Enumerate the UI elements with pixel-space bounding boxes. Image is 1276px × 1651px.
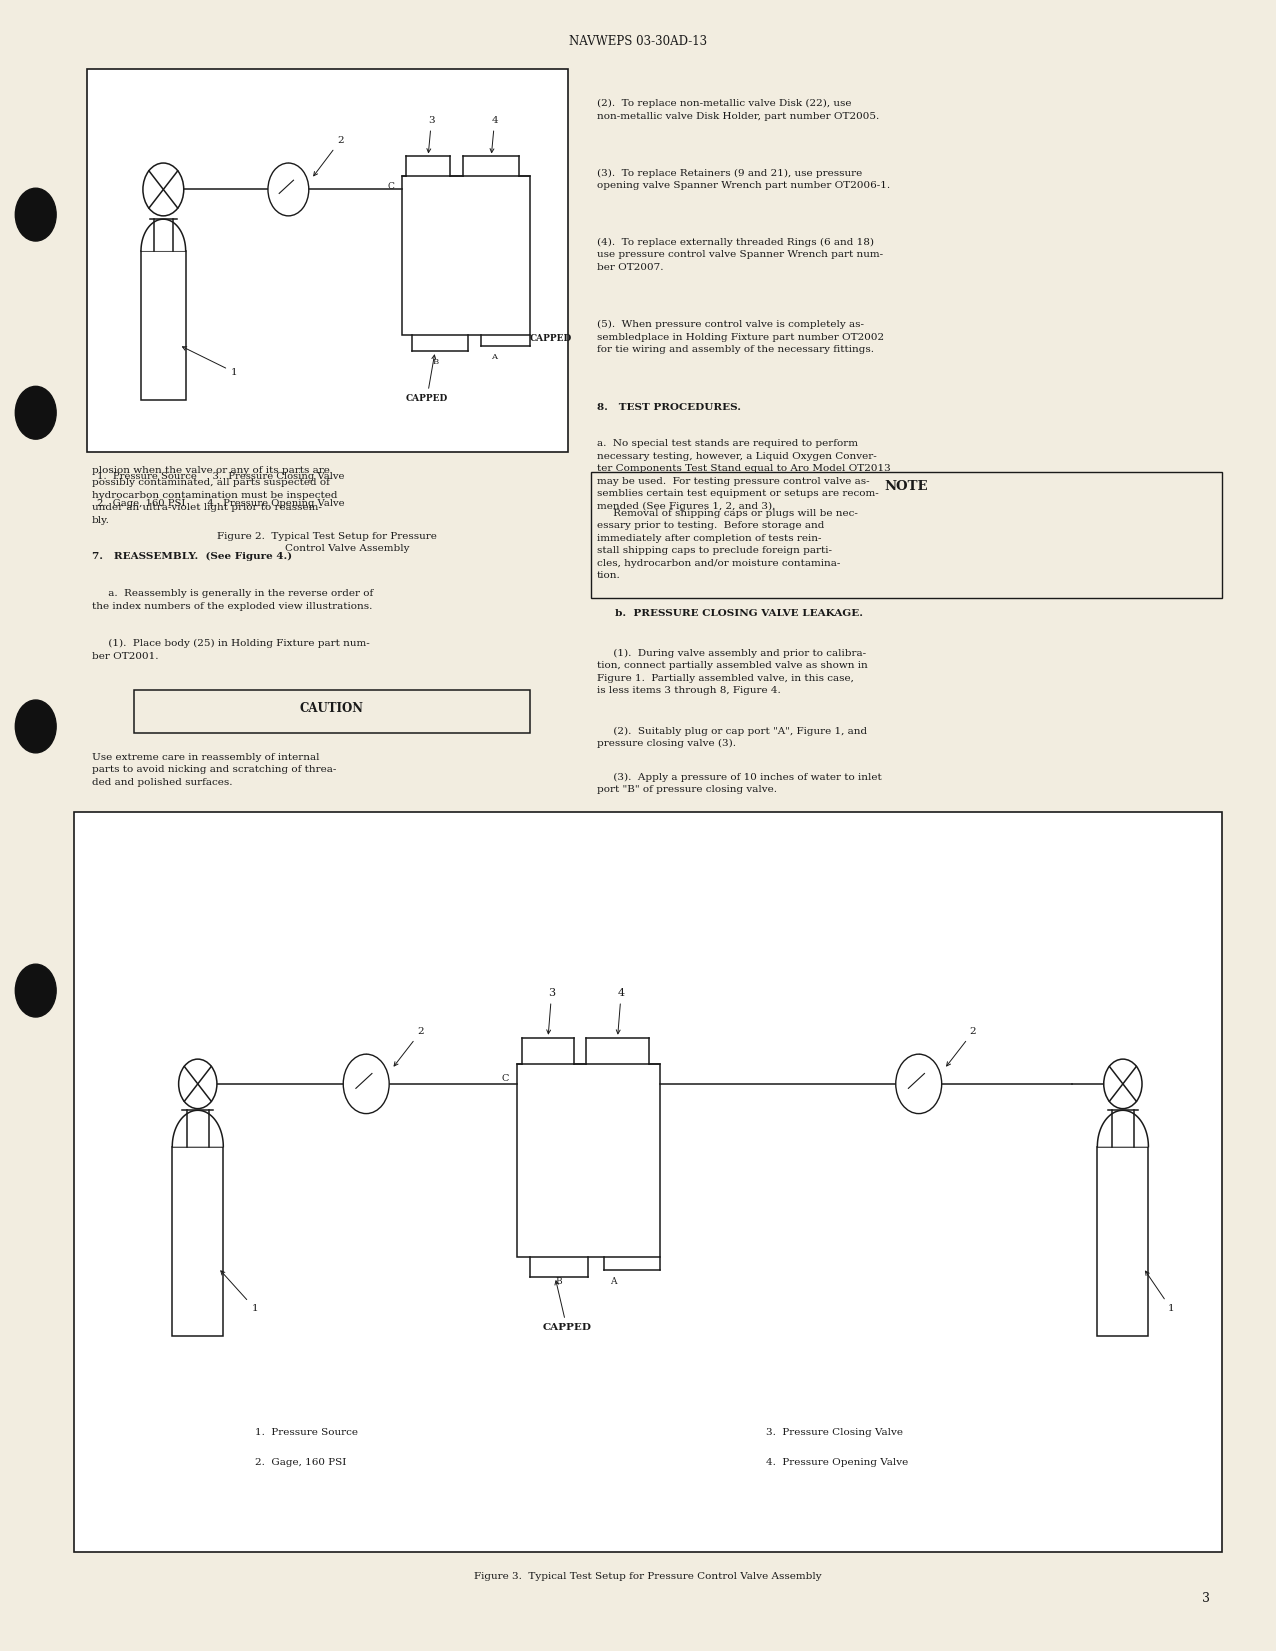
Text: b.  PRESSURE CLOSING VALVE LEAKAGE.: b. PRESSURE CLOSING VALVE LEAKAGE. <box>597 609 863 617</box>
Text: NOTE: NOTE <box>884 480 929 494</box>
Text: 3: 3 <box>1202 1592 1210 1605</box>
Text: 2.  Gage, 160 PSI       4.  Pressure Opening Valve: 2. Gage, 160 PSI 4. Pressure Opening Val… <box>97 499 345 507</box>
Text: a.  Reassembly is generally in the reverse order of
the index numbers of the exp: a. Reassembly is generally in the revers… <box>92 589 373 611</box>
Bar <box>1097 1147 1148 1337</box>
Text: CAPPED: CAPPED <box>530 334 572 342</box>
Text: 2.  Gage, 160 PSI: 2. Gage, 160 PSI <box>255 1458 347 1466</box>
Text: 3: 3 <box>546 989 555 1034</box>
Text: CAPPED: CAPPED <box>542 1281 591 1332</box>
Text: A: A <box>610 1278 618 1286</box>
Text: (5).  When pressure control valve is completely as-
sembledplace in Holding Fixt: (5). When pressure control valve is comp… <box>597 320 884 355</box>
Text: C: C <box>388 182 394 190</box>
Text: (2).  To replace non-metallic valve Disk (22), use
non-metallic valve Disk Holde: (2). To replace non-metallic valve Disk … <box>597 99 879 121</box>
Text: 4: 4 <box>616 989 625 1034</box>
Text: 2: 2 <box>394 1027 424 1067</box>
Text: Removal of shipping caps or plugs will be nec-
essary prior to testing.  Before : Removal of shipping caps or plugs will b… <box>597 509 857 580</box>
Text: 2: 2 <box>947 1027 976 1067</box>
Circle shape <box>15 386 56 439</box>
Text: 3.  Pressure Closing Valve: 3. Pressure Closing Valve <box>766 1428 902 1436</box>
Circle shape <box>179 1060 217 1109</box>
Bar <box>591 472 1222 598</box>
Circle shape <box>15 188 56 241</box>
Circle shape <box>268 163 309 216</box>
Text: Figure 2.  Typical Test Setup for Pressure
            Control Valve Assembly: Figure 2. Typical Test Setup for Pressur… <box>217 532 438 553</box>
Bar <box>517 1063 660 1258</box>
Text: (2).  Suitably plug or cap port "A", Figure 1, and
pressure closing valve (3).: (2). Suitably plug or cap port "A", Figu… <box>597 726 868 748</box>
Text: 7.   REASSEMBLY.  (See Figure 4.): 7. REASSEMBLY. (See Figure 4.) <box>92 551 292 561</box>
Circle shape <box>15 964 56 1017</box>
Text: B: B <box>555 1276 561 1286</box>
Text: (3).  Apply a pressure of 10 inches of water to inlet
port "B" of pressure closi: (3). Apply a pressure of 10 inches of wa… <box>597 773 882 794</box>
Circle shape <box>143 163 184 216</box>
Text: 1: 1 <box>221 1271 258 1313</box>
Bar <box>134 690 530 733</box>
Text: C: C <box>501 1075 509 1083</box>
Bar <box>172 1147 223 1337</box>
Text: B: B <box>433 358 438 367</box>
Text: 1.  Pressure Source: 1. Pressure Source <box>255 1428 359 1436</box>
Polygon shape <box>172 1111 223 1147</box>
Circle shape <box>343 1055 389 1113</box>
Circle shape <box>15 700 56 753</box>
Circle shape <box>896 1055 942 1113</box>
Text: (1).  Place body (25) in Holding Fixture part num-
ber OT2001.: (1). Place body (25) in Holding Fixture … <box>92 639 370 660</box>
Text: 4.  Pressure Opening Valve: 4. Pressure Opening Valve <box>766 1458 907 1466</box>
Text: (1).  During valve assembly and prior to calibra-
tion, connect partially assemb: (1). During valve assembly and prior to … <box>597 649 868 695</box>
Text: plosion when the valve or any of its parts are
possibly contaminated, all parts : plosion when the valve or any of its par… <box>92 466 337 525</box>
Text: a.  No special test stands are required to perform
necessary testing, however, a: a. No special test stands are required t… <box>597 439 891 510</box>
Polygon shape <box>1097 1111 1148 1147</box>
Text: A: A <box>491 353 496 362</box>
Text: Use extreme care in reassembly of internal
parts to avoid nicking and scratching: Use extreme care in reassembly of intern… <box>92 753 337 788</box>
Bar <box>402 177 530 335</box>
Text: CAPPED: CAPPED <box>406 355 448 403</box>
Text: 2: 2 <box>314 137 343 175</box>
Text: (3).  To replace Retainers (9 and 21), use pressure
opening valve Spanner Wrench: (3). To replace Retainers (9 and 21), us… <box>597 168 891 190</box>
Bar <box>74 812 1222 1552</box>
Text: 1: 1 <box>1146 1271 1174 1313</box>
Circle shape <box>1104 1060 1142 1109</box>
Text: (4).  To replace externally threaded Rings (6 and 18)
use pressure control valve: (4). To replace externally threaded Ring… <box>597 238 883 272</box>
Bar <box>87 69 568 452</box>
Bar <box>140 251 186 400</box>
Text: 3: 3 <box>427 117 435 152</box>
Text: 1.  Pressure Source     3.  Pressure Closing Valve: 1. Pressure Source 3. Pressure Closing V… <box>97 472 345 480</box>
Text: CAUTION: CAUTION <box>300 702 364 715</box>
Polygon shape <box>140 220 186 251</box>
Text: 1: 1 <box>182 347 237 376</box>
Text: NAVWEPS 03-30AD-13: NAVWEPS 03-30AD-13 <box>569 35 707 48</box>
Text: 8.   TEST PROCEDURES.: 8. TEST PROCEDURES. <box>597 403 741 411</box>
Text: Figure 3.  Typical Test Setup for Pressure Control Valve Assembly: Figure 3. Typical Test Setup for Pressur… <box>475 1572 822 1580</box>
Text: 4: 4 <box>490 117 498 152</box>
